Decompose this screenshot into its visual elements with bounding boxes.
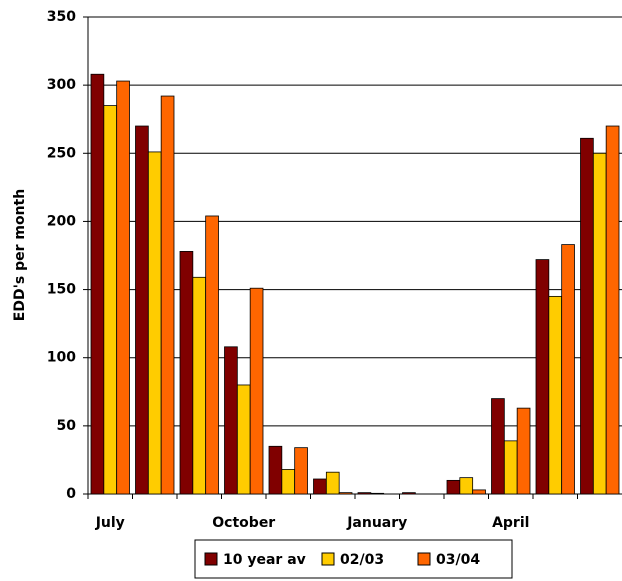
x-tick-label: October xyxy=(212,515,275,531)
bar xyxy=(561,244,575,495)
legend-swatch xyxy=(321,552,335,566)
legend-label: 02/03 xyxy=(340,552,384,568)
bar xyxy=(357,492,372,495)
bar xyxy=(103,105,118,495)
legend-label: 03/04 xyxy=(436,552,480,568)
bar xyxy=(338,492,353,495)
y-tick-label: 100 xyxy=(47,350,76,366)
x-tick-label: January xyxy=(346,515,407,531)
bar xyxy=(516,407,531,495)
y-tick-label: 350 xyxy=(47,9,76,25)
x-tick-label: July xyxy=(95,515,125,531)
legend-swatch xyxy=(204,552,218,566)
bar xyxy=(459,477,474,495)
legend xyxy=(194,539,513,579)
bar xyxy=(160,95,175,495)
bar xyxy=(605,125,620,495)
bar xyxy=(535,259,550,495)
bar xyxy=(580,137,594,495)
y-tick-label: 0 xyxy=(66,486,76,502)
bar xyxy=(313,478,327,495)
x-tick-label: April xyxy=(492,515,529,531)
bar xyxy=(90,73,105,495)
bar xyxy=(472,489,486,495)
bar xyxy=(370,492,385,495)
bar xyxy=(135,125,149,495)
bar xyxy=(268,445,283,495)
bar xyxy=(179,251,194,495)
bar xyxy=(294,447,308,495)
bar xyxy=(249,287,264,495)
bar xyxy=(548,295,563,495)
bar xyxy=(592,152,607,495)
y-tick-label: 50 xyxy=(57,418,77,434)
y-tick-label: 250 xyxy=(47,145,76,161)
bar xyxy=(281,469,296,495)
bar xyxy=(192,276,207,495)
bar xyxy=(147,151,162,495)
y-axis-label: EDD's per month xyxy=(12,189,28,321)
bar xyxy=(491,398,505,495)
bar xyxy=(503,440,518,495)
bar xyxy=(224,346,238,495)
y-tick-label: 300 xyxy=(47,77,76,93)
y-tick-label: 200 xyxy=(47,213,76,229)
bar xyxy=(236,384,251,495)
y-tick-label: 150 xyxy=(47,282,76,298)
legend-swatch xyxy=(417,552,431,566)
bar xyxy=(325,471,340,495)
bar xyxy=(116,80,130,495)
bar xyxy=(446,479,461,495)
legend-label: 10 year av xyxy=(223,552,306,568)
bar xyxy=(402,492,416,495)
bar xyxy=(205,215,219,495)
